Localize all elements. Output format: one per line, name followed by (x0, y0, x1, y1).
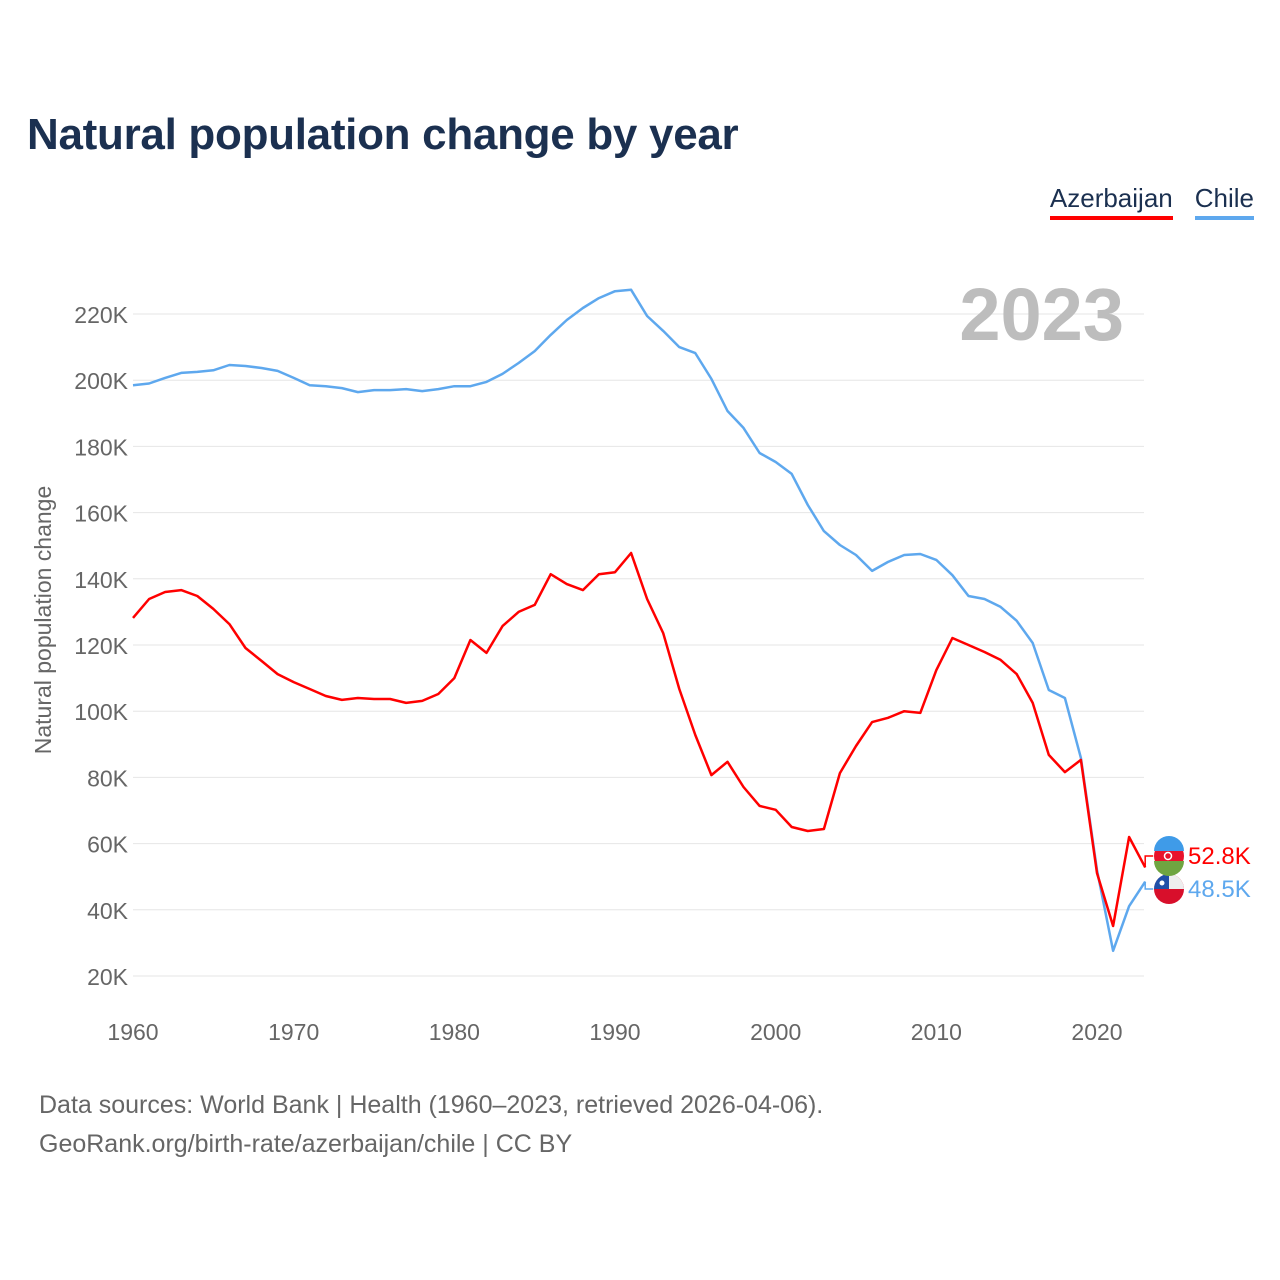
x-tick-label: 1960 (107, 1019, 158, 1045)
x-tick-label: 1980 (429, 1019, 480, 1045)
y-tick-label: 140K (74, 567, 128, 593)
chart-title: Natural population change by year (27, 110, 739, 159)
x-tick-label: 1990 (589, 1019, 640, 1045)
y-axis-label: Natural population change (30, 486, 56, 755)
data-source-note: Data sources: World Bank | Health (1960–… (39, 1091, 824, 1119)
x-tick-label: 2010 (911, 1019, 962, 1045)
attribution-link[interactable]: GeoRank.org/birth-rate/azerbaijan/chile … (39, 1130, 573, 1158)
line-chart: 20K 40K 60K 80K 100K 120K 140K 160K 180K 200K 220K… (30, 273, 1251, 1045)
flag-stripe-green (1154, 861, 1184, 876)
footer: Data sources: World Bank | Health (1960–… (39, 1086, 823, 1164)
legend-item-azerbaijan[interactable]: Azerbaijan (1049, 183, 1173, 220)
legend-item-chile[interactable]: Chile (1194, 183, 1254, 220)
x-tick-label: 1970 (268, 1019, 319, 1045)
y-tick-label: 180K (74, 434, 128, 460)
y-tick-label: 20K (87, 964, 129, 990)
flag-crescent (1163, 851, 1173, 861)
series-line-azerbaijan (132, 551, 1147, 928)
y-tick-label: 160K (74, 501, 128, 527)
y-tick-label: 200K (74, 368, 128, 394)
y-tick-label: 40K (87, 898, 129, 924)
x-tick-label: 2000 (750, 1019, 801, 1045)
y-tick-label: 80K (87, 765, 129, 791)
end-label-chile: 48.5K (1188, 876, 1251, 903)
end-label-azerbaijan: 52.8K (1188, 843, 1251, 870)
flag-star (1159, 880, 1165, 886)
x-tick-label: 2020 (1071, 1019, 1122, 1045)
series-line-chile (132, 288, 1147, 953)
end-label-connector (1144, 881, 1154, 890)
year-badge: 2023 (959, 273, 1124, 356)
y-tick-label: 60K (87, 832, 129, 858)
y-tick-label: 220K (74, 302, 128, 328)
y-tick-label: 120K (74, 633, 128, 659)
y-tick-label: 100K (74, 699, 128, 725)
flag-stripe-blue (1154, 836, 1184, 851)
legend: Azerbaijan Chile (1049, 183, 1254, 220)
end-label-connector (1144, 855, 1154, 868)
